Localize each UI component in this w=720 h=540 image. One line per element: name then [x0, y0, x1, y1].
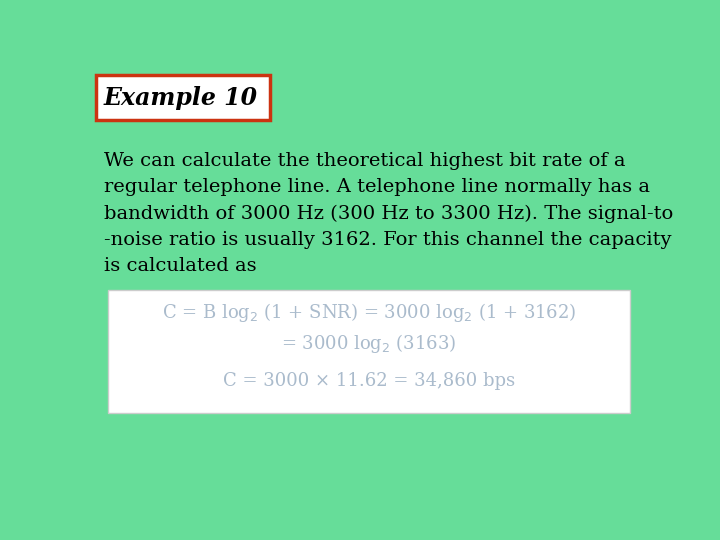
Text: regular telephone line. A telephone line normally has a: regular telephone line. A telephone line…	[104, 178, 650, 196]
FancyBboxPatch shape	[96, 75, 270, 120]
Text: Example 10: Example 10	[104, 85, 258, 110]
Text: C = 3000 × 11.62 = 34,860 bps: C = 3000 × 11.62 = 34,860 bps	[223, 372, 515, 389]
Text: C = B log$_2$ (1 + SNR) = 3000 log$_2$ (1 + 3162): C = B log$_2$ (1 + SNR) = 3000 log$_2$ (…	[162, 301, 576, 324]
Text: We can calculate the theoretical highest bit rate of a: We can calculate the theoretical highest…	[104, 152, 626, 170]
Text: = 3000 log$_2$ (3163): = 3000 log$_2$ (3163)	[282, 332, 456, 355]
Text: -noise ratio is usually 3162. For this channel the capacity: -noise ratio is usually 3162. For this c…	[104, 231, 672, 248]
Text: bandwidth of 3000 Hz (300 Hz to 3300 Hz). The signal-to: bandwidth of 3000 Hz (300 Hz to 3300 Hz)…	[104, 204, 673, 222]
Text: is calculated as: is calculated as	[104, 256, 256, 275]
FancyBboxPatch shape	[108, 291, 630, 413]
